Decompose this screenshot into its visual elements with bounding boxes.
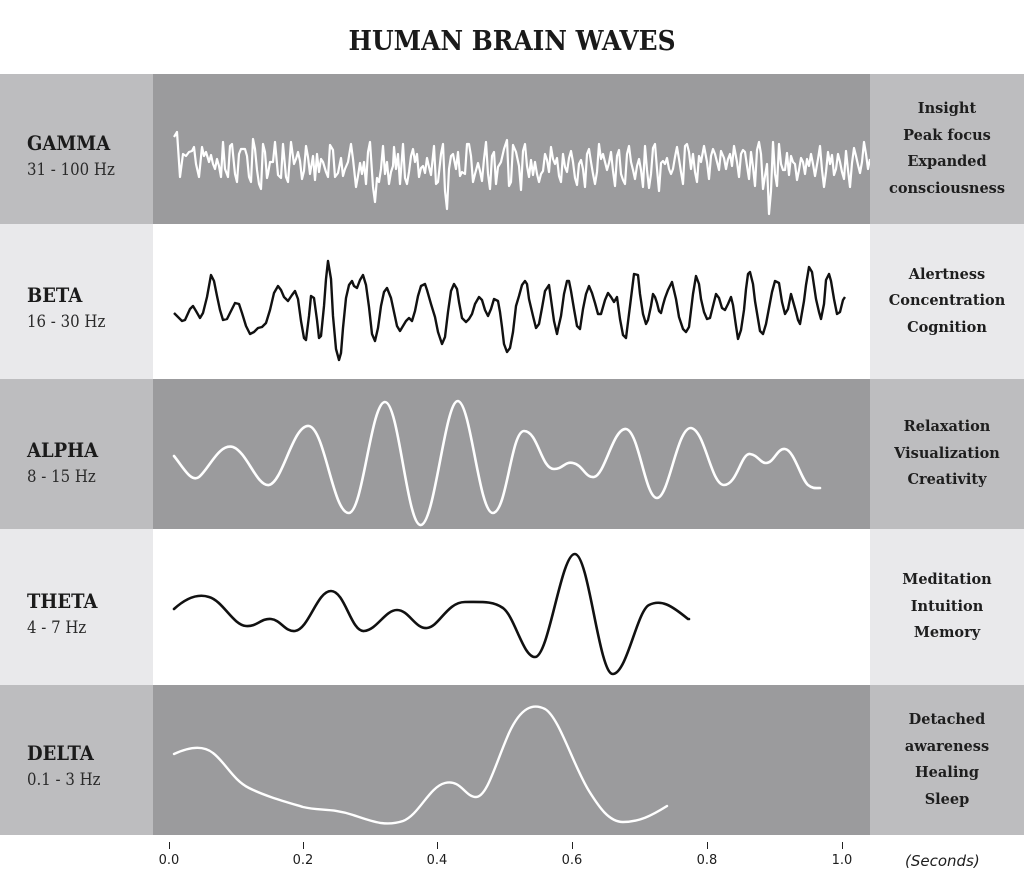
band-frequency: 31 - 100 Hz — [27, 160, 115, 180]
axis-tick — [169, 842, 170, 849]
band-description: Meditation Intuition Memory — [870, 529, 1024, 685]
wave-plot-gamma — [153, 74, 870, 224]
axis-tick — [303, 842, 304, 849]
description-line: Meditation — [902, 571, 992, 589]
description-line: Expanded — [907, 153, 987, 170]
description-line: awareness — [904, 737, 990, 755]
axis-tick — [707, 842, 708, 849]
description-line: Healing — [914, 764, 980, 781]
band-description: Detached awareness Healing Sleep — [870, 685, 1024, 835]
band-theta: THETA 4 - 7 Hz Meditation Intuition Memo… — [0, 529, 1024, 685]
description-line: Memory — [913, 624, 981, 642]
description-line: Insight — [917, 100, 977, 117]
wave-plot-alpha — [153, 379, 870, 529]
alpha-wave-line — [172, 399, 822, 527]
band-frequency: 4 - 7 Hz — [27, 618, 87, 638]
beta-wave-line — [173, 259, 846, 362]
time-axis: 0.0 0.2 0.4 0.6 0.8 1.0 (Seconds) — [0, 835, 1024, 888]
axis-tick-label: 0.0 — [158, 853, 180, 868]
band-beta: BETA 16 - 30 Hz Alertness Concentration … — [0, 224, 1024, 379]
description-line: Intuition — [910, 597, 984, 615]
band-alpha: ALPHA 8 - 15 Hz Relaxation Visualization… — [0, 379, 1024, 529]
page-title: HUMAN BRAIN WAVES — [348, 26, 676, 57]
theta-wave-line — [172, 552, 691, 676]
band-name: BETA — [27, 283, 83, 307]
description-line: Alertness — [908, 265, 986, 283]
band-frequency: 16 - 30 Hz — [27, 312, 106, 332]
axis-tick-label: 0.4 — [426, 853, 448, 868]
axis-tick-label: 0.2 — [292, 853, 314, 868]
axis-unit-label: (Seconds) — [905, 852, 980, 870]
wave-plot-beta — [153, 224, 870, 379]
axis-tick-label: 0.6 — [561, 853, 583, 868]
band-description: Relaxation Visualization Creativity — [870, 379, 1024, 529]
description-line: Relaxation — [903, 418, 991, 436]
description-line: consciousness — [888, 179, 1005, 197]
description-line: Cognition — [907, 318, 987, 336]
delta-wave-line — [172, 705, 669, 825]
band-name: GAMMA — [27, 131, 111, 155]
band-label-cell: ALPHA 8 - 15 Hz — [0, 379, 153, 529]
band-description: Insight Peak focus Expanded consciousnes… — [870, 74, 1024, 224]
band-frequency: 0.1 - 3 Hz — [27, 770, 101, 790]
description-line: Visualization — [894, 444, 1000, 462]
axis-tick-label: 1.0 — [831, 853, 853, 868]
band-delta: DELTA 0.1 - 3 Hz Detached awareness Heal… — [0, 685, 1024, 835]
band-description: Alertness Concentration Cognition — [870, 224, 1024, 379]
description-line: Concentration — [888, 292, 1006, 310]
band-name: THETA — [27, 589, 98, 613]
gamma-wave-line — [173, 130, 870, 216]
axis-tick-label: 0.8 — [696, 853, 718, 868]
wave-plot-theta — [153, 529, 870, 685]
description-line: Peak focus — [903, 126, 991, 144]
band-name: ALPHA — [27, 438, 99, 462]
axis-tick — [842, 842, 843, 849]
band-gamma: GAMMA 31 - 100 Hz Insight Peak focus Exp… — [0, 74, 1024, 224]
axis-tick — [572, 842, 573, 849]
axis-tick — [437, 842, 438, 849]
band-label-cell: BETA 16 - 30 Hz — [0, 224, 153, 379]
band-label-cell: THETA 4 - 7 Hz — [0, 529, 153, 685]
band-label-cell: GAMMA 31 - 100 Hz — [0, 74, 153, 224]
description-line: Detached — [908, 711, 986, 728]
band-name: DELTA — [27, 741, 94, 765]
wave-plot-delta — [153, 685, 870, 835]
description-line: Creativity — [907, 471, 987, 489]
band-label-cell: DELTA 0.1 - 3 Hz — [0, 685, 153, 835]
description-line: Sleep — [924, 790, 970, 808]
band-frequency: 8 - 15 Hz — [27, 467, 96, 487]
